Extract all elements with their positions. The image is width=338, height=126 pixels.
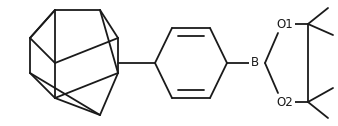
Text: O1: O1 [276,18,293,30]
Text: O2: O2 [276,96,293,108]
Text: B: B [251,56,259,70]
